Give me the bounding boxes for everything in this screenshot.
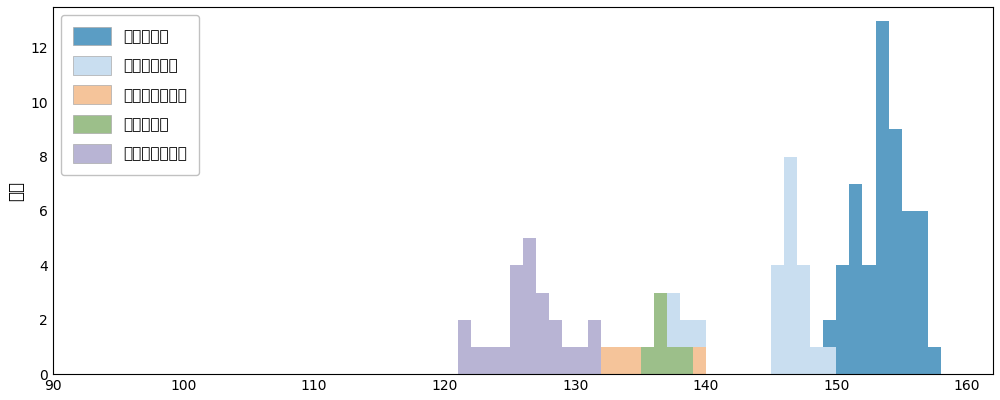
Bar bbox=[523, 238, 536, 374]
Bar bbox=[862, 265, 876, 374]
Bar bbox=[797, 265, 810, 374]
Bar bbox=[575, 347, 588, 374]
Bar bbox=[876, 20, 889, 374]
Bar bbox=[889, 129, 902, 374]
Bar bbox=[680, 320, 693, 374]
Bar bbox=[471, 347, 484, 374]
Bar bbox=[484, 347, 497, 374]
Bar bbox=[680, 347, 693, 374]
Bar bbox=[810, 347, 823, 374]
Bar bbox=[654, 292, 667, 374]
Bar bbox=[902, 211, 915, 374]
Bar bbox=[667, 347, 680, 374]
Bar bbox=[849, 184, 862, 374]
Bar bbox=[667, 292, 680, 374]
Bar bbox=[497, 347, 510, 374]
Bar bbox=[641, 347, 654, 374]
Bar bbox=[641, 347, 654, 374]
Legend: ストレート, カットボール, チェンジアップ, スライダー, ナックルカーブ: ストレート, カットボール, チェンジアップ, スライダー, ナックルカーブ bbox=[61, 14, 199, 175]
Bar bbox=[667, 347, 680, 374]
Bar bbox=[510, 265, 523, 374]
Bar bbox=[823, 347, 836, 374]
Bar bbox=[915, 211, 928, 374]
Bar bbox=[836, 265, 849, 374]
Bar bbox=[810, 347, 823, 374]
Bar bbox=[536, 292, 549, 374]
Bar bbox=[562, 347, 575, 374]
Bar bbox=[680, 347, 693, 374]
Bar bbox=[928, 347, 941, 374]
Bar bbox=[601, 347, 614, 374]
Bar bbox=[693, 347, 706, 374]
Bar bbox=[627, 347, 641, 374]
Bar bbox=[588, 320, 601, 374]
Bar bbox=[654, 347, 667, 374]
Bar bbox=[771, 265, 784, 374]
Bar bbox=[458, 320, 471, 374]
Bar bbox=[823, 320, 836, 374]
Bar bbox=[784, 156, 797, 374]
Y-axis label: 球数: 球数 bbox=[7, 180, 25, 200]
Bar bbox=[549, 320, 562, 374]
Bar bbox=[614, 347, 627, 374]
Bar bbox=[693, 320, 706, 374]
